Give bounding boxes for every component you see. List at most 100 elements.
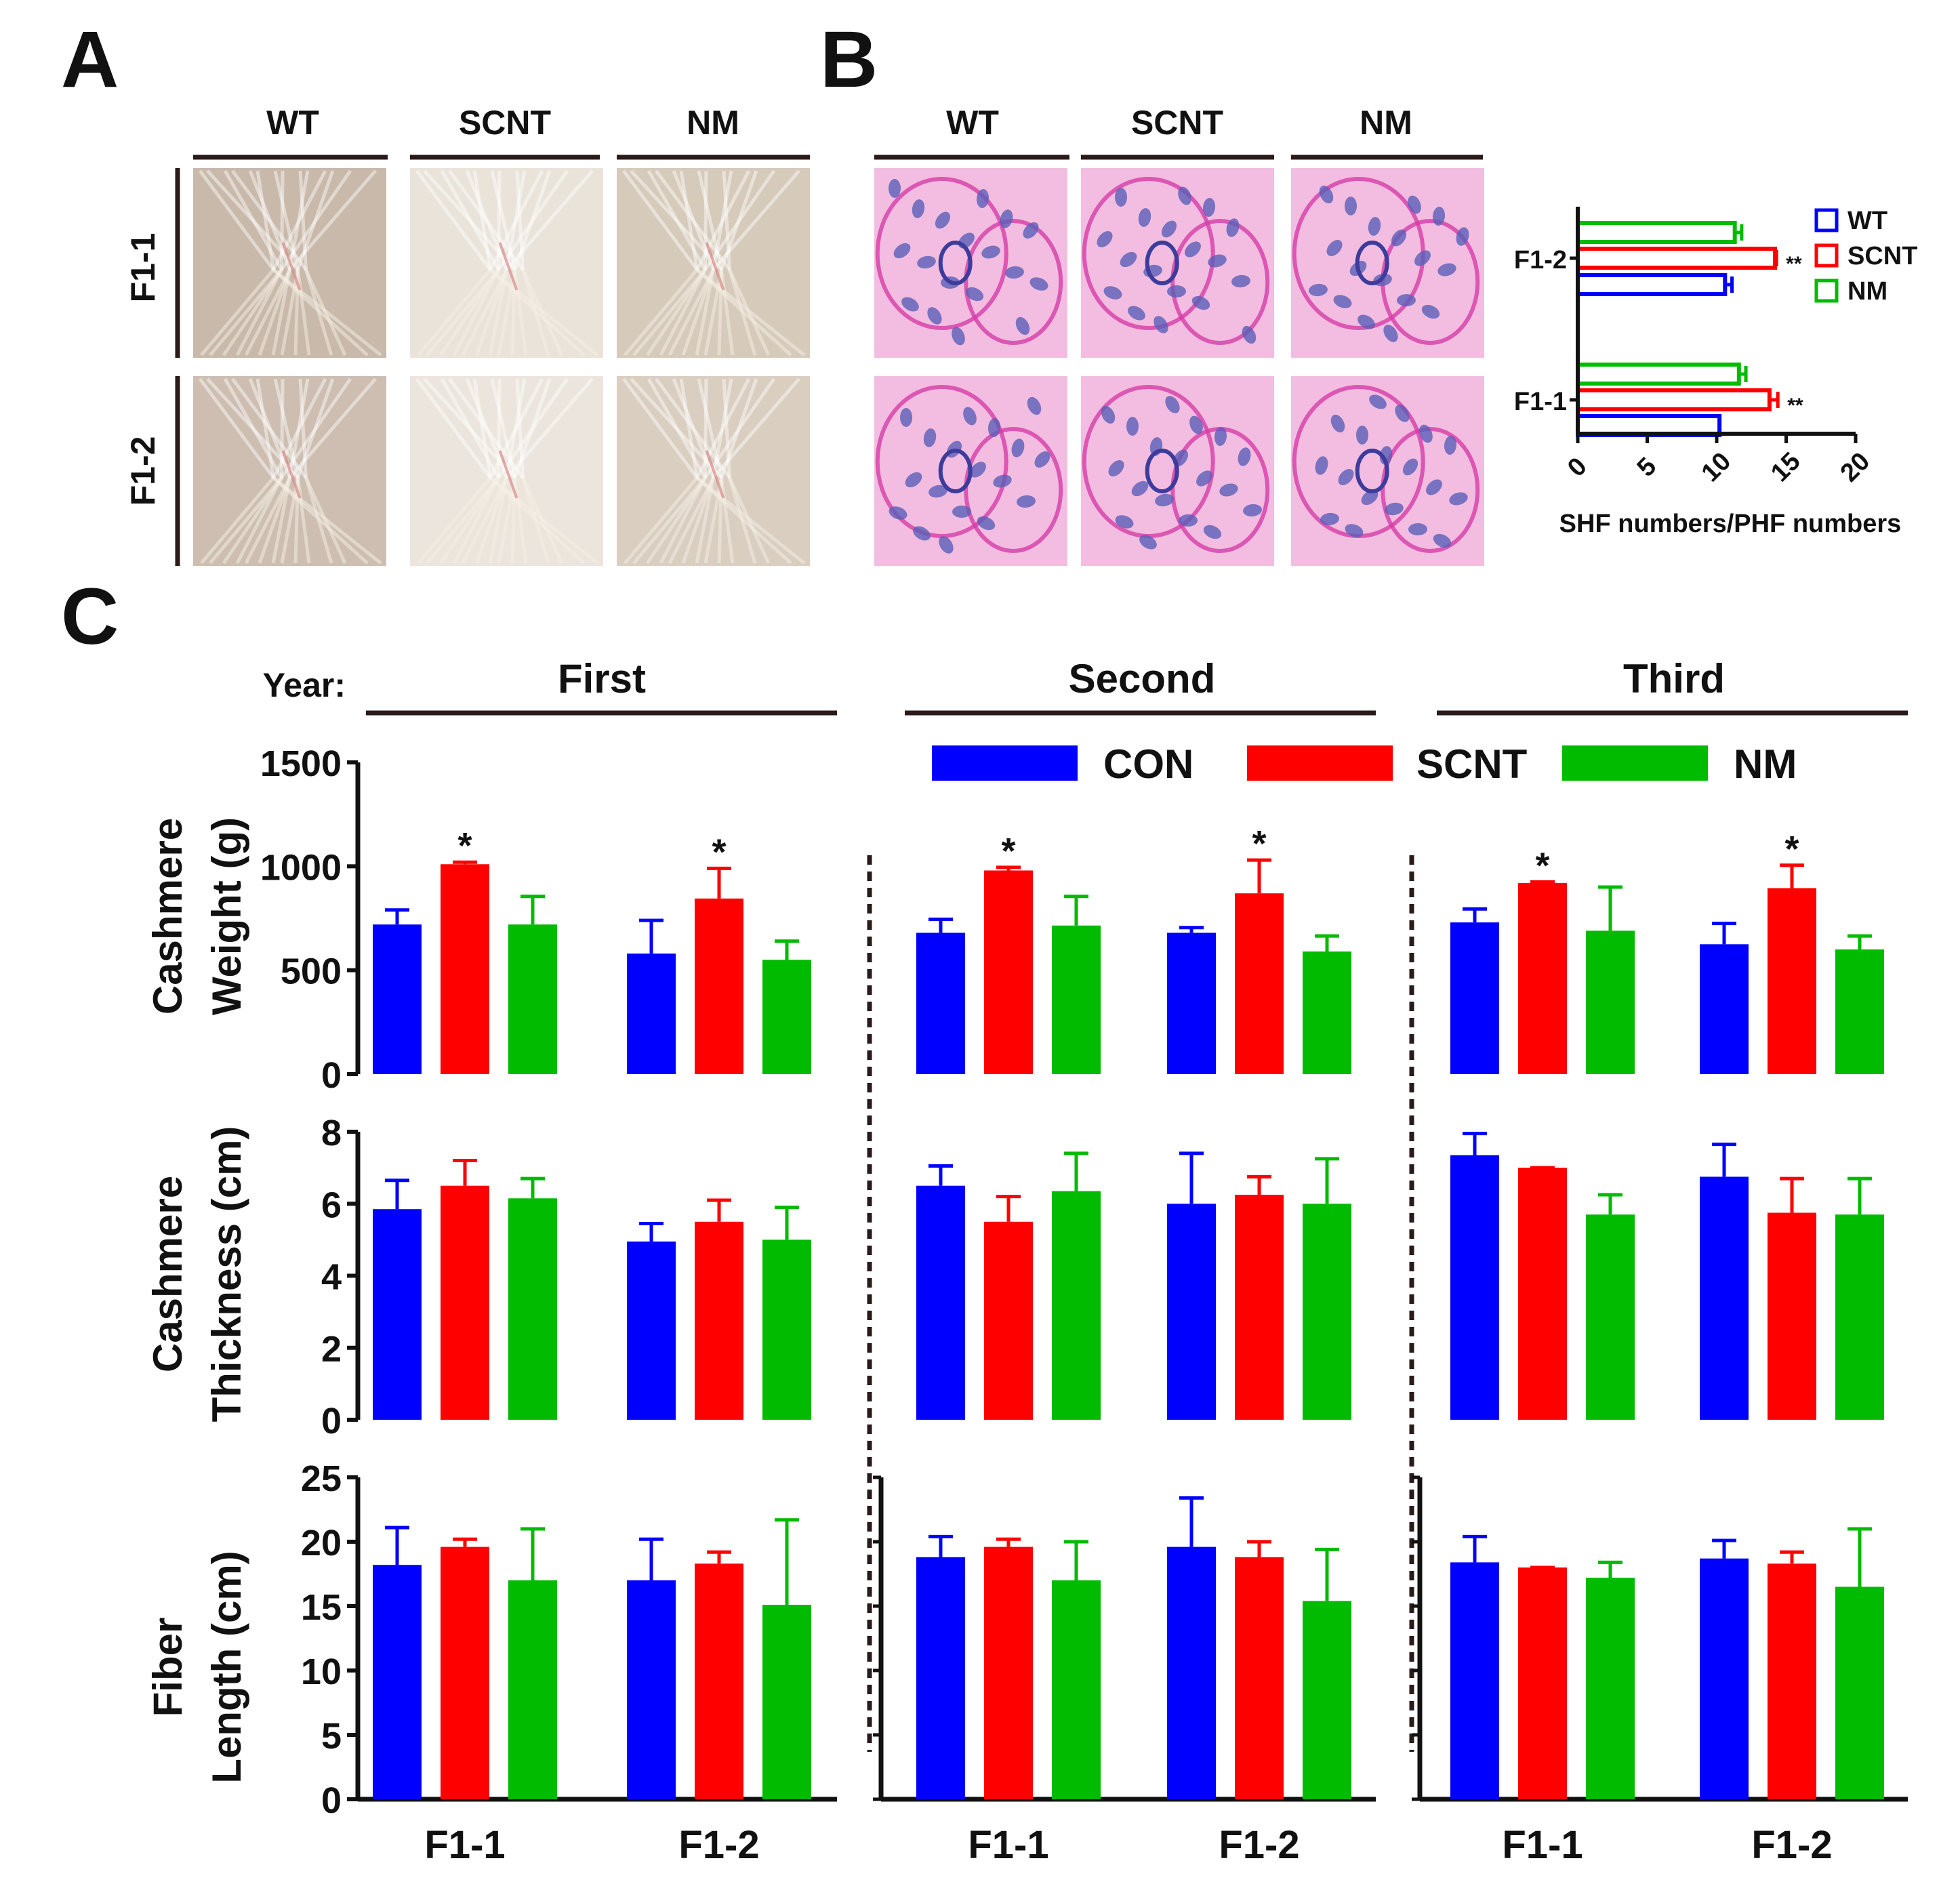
follicle-dot bbox=[1345, 524, 1364, 537]
panel-label-c: C bbox=[61, 572, 119, 661]
follicle-dot bbox=[1005, 266, 1024, 279]
fleece-strand bbox=[288, 378, 310, 478]
fleece-strand bbox=[440, 169, 500, 271]
follicle-dot bbox=[952, 327, 965, 346]
fleece-strand bbox=[280, 378, 285, 478]
follicle-dot bbox=[1178, 186, 1191, 205]
follicle-dot bbox=[1231, 274, 1250, 288]
follicle-dot bbox=[1345, 197, 1357, 216]
bar-scnt-F1-2 bbox=[1768, 888, 1816, 1074]
follicle-group bbox=[875, 177, 1008, 330]
fleece-strand bbox=[632, 268, 707, 356]
fleece-strand bbox=[490, 378, 516, 478]
follicle-dot bbox=[1456, 227, 1469, 246]
follicle-dot bbox=[1208, 254, 1227, 268]
y-tick-label: 1500 bbox=[260, 743, 342, 784]
follicle-dot bbox=[1097, 230, 1113, 248]
year-label: Year: bbox=[263, 666, 346, 704]
fleece-strand bbox=[415, 377, 492, 479]
panel-a-row-f1-1: F1-1 bbox=[124, 233, 162, 303]
fleece-strand bbox=[465, 170, 508, 270]
fleece-strand bbox=[647, 169, 707, 271]
follicle-dot bbox=[1128, 306, 1145, 321]
bar-scnt-F1-1 bbox=[1518, 1168, 1567, 1420]
follicle-dot bbox=[1432, 207, 1446, 226]
follicle-dot bbox=[1444, 436, 1457, 455]
fleece-strand bbox=[497, 170, 502, 270]
fleece-strand bbox=[630, 169, 723, 271]
fleece-strand bbox=[645, 476, 707, 565]
fleece-strand bbox=[452, 268, 500, 356]
row-label-thickness-1: Cashmere bbox=[145, 1176, 190, 1372]
follicle-dot bbox=[976, 189, 989, 208]
fleece-strand bbox=[230, 377, 308, 479]
fleece-strand bbox=[230, 169, 308, 271]
follicle-dot bbox=[1357, 314, 1375, 329]
follicle-dot bbox=[1139, 535, 1157, 550]
fleece-strand bbox=[222, 268, 283, 356]
legend-swatch-nm bbox=[1814, 279, 1839, 303]
legend-label-nm: NM bbox=[1734, 741, 1797, 787]
y-tick-label: 0 bbox=[321, 1401, 342, 1441]
fleece-strand bbox=[695, 169, 751, 271]
fleece-strand bbox=[654, 169, 731, 271]
fleece-strand bbox=[722, 170, 731, 270]
fleece-strand bbox=[679, 170, 699, 270]
follicle-dot bbox=[993, 474, 1012, 488]
follicle-dot bbox=[1238, 447, 1251, 466]
bar-scnt-F1-1 bbox=[441, 1546, 489, 1799]
follicle-dot bbox=[965, 287, 984, 302]
legend-label-scnt: SCNT bbox=[1416, 741, 1527, 787]
fleece-strand bbox=[461, 268, 508, 356]
follicle-dot bbox=[935, 211, 951, 229]
follicle-dot bbox=[912, 199, 925, 218]
fleece-strand bbox=[624, 476, 699, 565]
follicle-dot bbox=[1320, 512, 1339, 526]
skin-line bbox=[705, 450, 725, 499]
y-tick-label: 0 bbox=[321, 1780, 342, 1821]
significance-marker: * bbox=[1001, 831, 1015, 872]
bar-scnt-F1-2 bbox=[1235, 1557, 1284, 1799]
follicle-dot bbox=[1189, 415, 1203, 434]
bar-scnt-F1-1 bbox=[984, 1546, 1033, 1799]
follicle-dot bbox=[1333, 295, 1352, 308]
bar-con-F1-2 bbox=[1167, 1546, 1216, 1799]
fleece-strand bbox=[672, 170, 715, 270]
bar-con-F1-1 bbox=[1450, 922, 1499, 1074]
significance-marker: * bbox=[1535, 845, 1549, 886]
panel-label-b: B bbox=[820, 15, 878, 104]
skin-line bbox=[498, 242, 518, 291]
fleece-strand bbox=[223, 169, 283, 271]
fleece-strand bbox=[513, 477, 528, 564]
fleece-strand bbox=[621, 377, 699, 479]
follicle-dot bbox=[927, 307, 942, 325]
legend-swatch-nm bbox=[1562, 745, 1708, 781]
bar-scnt-F1-1 bbox=[1518, 882, 1567, 1074]
fleece-strand bbox=[672, 378, 715, 478]
x-group-label-F1-1: F1-1 bbox=[968, 1823, 1048, 1867]
fleece-strand bbox=[298, 378, 308, 478]
follicle-dot bbox=[1203, 525, 1222, 539]
fleece-strand bbox=[222, 476, 283, 565]
y-tick-label: 6 bbox=[321, 1185, 342, 1225]
panel-a-col-scnt: SCNT bbox=[459, 104, 551, 142]
fleece-strand bbox=[272, 377, 327, 479]
y-tick-label: 15 bbox=[301, 1587, 342, 1628]
panel-a-col-nm: NM bbox=[687, 104, 739, 142]
follicle-dot bbox=[889, 179, 901, 198]
y-tick-label: 2 bbox=[321, 1329, 342, 1370]
follicle-dot bbox=[1034, 451, 1050, 468]
bar-con-F1-1 bbox=[1450, 1562, 1499, 1799]
bar-nm-F1-1 bbox=[508, 1580, 557, 1799]
follicle-dot bbox=[905, 472, 922, 488]
fleece-strand bbox=[288, 377, 377, 479]
row-label-weight-2: Weight (g) bbox=[204, 817, 249, 1015]
primary-follicle bbox=[938, 241, 973, 285]
hbar-SCNT-F1-2 bbox=[1576, 247, 1778, 270]
bar-scnt-F1-2 bbox=[695, 898, 743, 1074]
bar-con-F1-2 bbox=[627, 1242, 676, 1420]
primary-follicle bbox=[1355, 241, 1389, 285]
follicle-dot bbox=[1433, 533, 1452, 548]
follicle-dot bbox=[1011, 438, 1025, 457]
